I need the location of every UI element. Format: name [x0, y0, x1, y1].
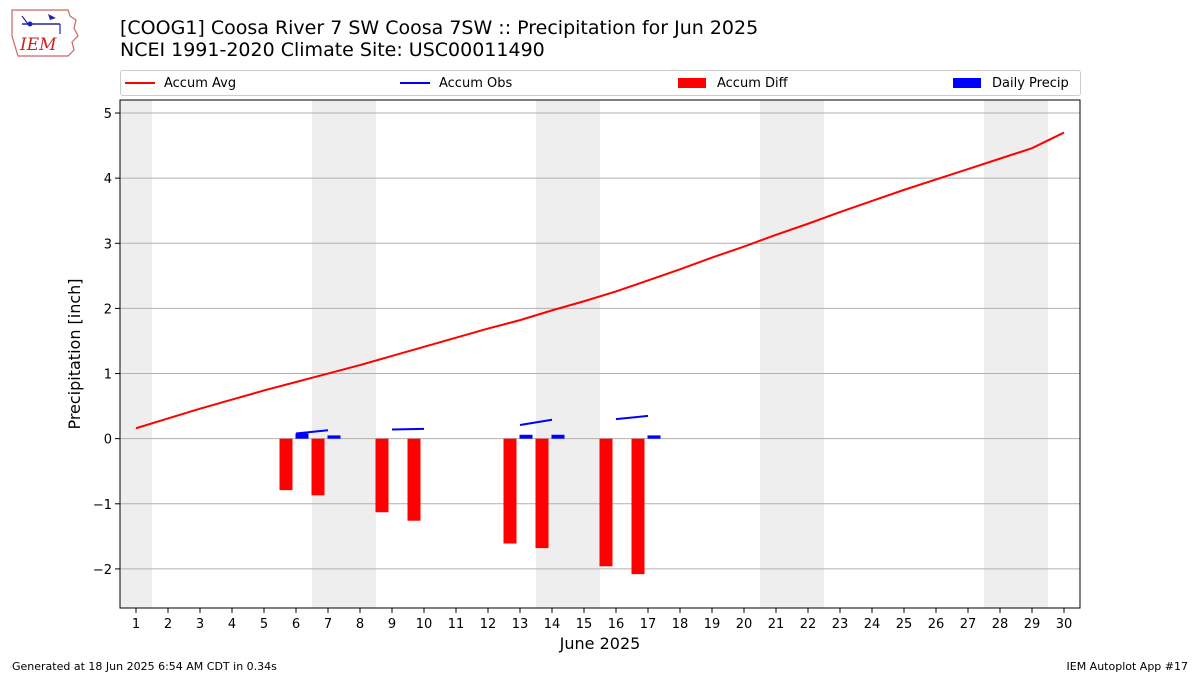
x-tick-label: 16	[608, 617, 625, 632]
legend-swatch-daily-precip	[953, 78, 981, 88]
legend-swatch-accum-avg	[125, 82, 155, 84]
x-axis-label: June 2025	[559, 634, 641, 653]
x-tick-label: 9	[388, 617, 396, 632]
x-tick-label: 17	[640, 617, 657, 632]
accum-diff-bar	[631, 438, 645, 575]
daily-precip-bar	[551, 434, 565, 439]
x-tick-label: 6	[292, 617, 300, 632]
daily-precip-bar	[327, 435, 341, 439]
x-tick-label: 30	[1056, 617, 1073, 632]
daily-precip-bar	[295, 433, 309, 439]
logo-text: IEM	[19, 35, 57, 55]
weekend-shade	[984, 100, 1016, 608]
y-tick-label: 5	[104, 107, 112, 122]
x-tick-label: 4	[228, 617, 236, 632]
x-tick-label: 19	[704, 617, 721, 632]
legend-item-accum-avg: Accum Avg	[125, 71, 236, 95]
x-tick-label: 10	[416, 617, 433, 632]
x-tick-label: 7	[324, 617, 332, 632]
x-tick-label: 22	[800, 617, 817, 632]
x-tick-label: 5	[260, 617, 268, 632]
legend-swatch-accum-diff	[678, 78, 706, 88]
accum-diff-bar	[407, 438, 421, 521]
x-tick-label: 12	[480, 617, 497, 632]
x-tick-label: 14	[544, 617, 561, 632]
weekend-shade	[344, 100, 376, 608]
x-tick-label: 28	[992, 617, 1009, 632]
app-label: IEM Autoplot App #17	[1066, 660, 1189, 673]
x-tick-label: 21	[768, 617, 785, 632]
y-tick-label: −2	[93, 563, 112, 578]
weekend-shade	[568, 100, 600, 608]
x-tick-label: 15	[576, 617, 593, 632]
x-tick-label: 24	[864, 617, 881, 632]
chart-title: [COOG1] Coosa River 7 SW Coosa 7SW :: Pr…	[120, 17, 759, 39]
legend: Accum Avg Accum Obs Accum Diff Daily Pre…	[120, 70, 1081, 96]
y-tick-label: 4	[104, 172, 112, 187]
x-tick-label: 20	[736, 617, 753, 632]
x-tick-label: 1	[132, 617, 140, 632]
x-tick-label: 18	[672, 617, 689, 632]
accum-diff-bar	[279, 438, 293, 491]
accum-avg-line	[135, 131, 1065, 430]
legend-label-daily-precip: Daily Precip	[992, 75, 1069, 91]
legend-label-accum-obs: Accum Obs	[439, 75, 513, 91]
legend-label-accum-diff: Accum Diff	[717, 75, 788, 91]
accum-diff-bar	[503, 438, 517, 544]
accum-obs-segment	[391, 427, 425, 431]
y-tick-label: 1	[104, 368, 112, 383]
x-tick-label: 29	[1024, 617, 1041, 632]
accum-obs-segment	[615, 414, 649, 421]
legend-item-accum-diff: Accum Diff	[678, 71, 788, 95]
accum-diff-bar	[375, 438, 389, 513]
y-tick-label: −1	[93, 498, 112, 513]
weekend-shade	[792, 100, 824, 608]
accum-diff-bar	[311, 438, 325, 496]
x-tick-label: 8	[356, 617, 364, 632]
plot-frame	[119, 99, 1081, 609]
x-tick-label: 27	[960, 617, 977, 632]
legend-swatch-accum-obs	[400, 82, 430, 84]
y-tick-label: 3	[104, 237, 112, 252]
weekend-shade	[120, 100, 152, 608]
accum-diff-bar	[599, 438, 613, 567]
y-tick-label: 0	[104, 433, 112, 448]
x-tick-label: 26	[928, 617, 945, 632]
weekend-shade	[760, 100, 792, 608]
accum-obs-segment	[519, 418, 553, 426]
accum-diff-bar	[535, 438, 549, 549]
weekend-shade	[1016, 100, 1048, 608]
x-tick-label: 3	[196, 617, 204, 632]
chart-subtitle: NCEI 1991-2020 Climate Site: USC00011490	[120, 39, 545, 61]
iem-logo: IEM	[11, 9, 79, 57]
daily-precip-bar	[647, 435, 661, 439]
legend-item-accum-obs: Accum Obs	[400, 71, 512, 95]
x-tick-label: 2	[164, 617, 172, 632]
x-tick-label: 11	[448, 617, 465, 632]
y-tick-label: 2	[104, 302, 112, 317]
x-tick-label: 13	[512, 617, 529, 632]
generated-timestamp: Generated at 18 Jun 2025 6:54 AM CDT in …	[12, 660, 277, 673]
y-axis-label: Precipitation [inch]	[65, 278, 84, 429]
accum-obs-segment	[295, 429, 329, 435]
x-tick-label: 25	[896, 617, 913, 632]
daily-precip-bar	[519, 434, 533, 439]
x-tick-label: 23	[832, 617, 849, 632]
weekend-shade	[312, 100, 344, 608]
legend-item-daily-precip: Daily Precip	[953, 71, 1069, 95]
legend-label-accum-avg: Accum Avg	[164, 75, 237, 91]
